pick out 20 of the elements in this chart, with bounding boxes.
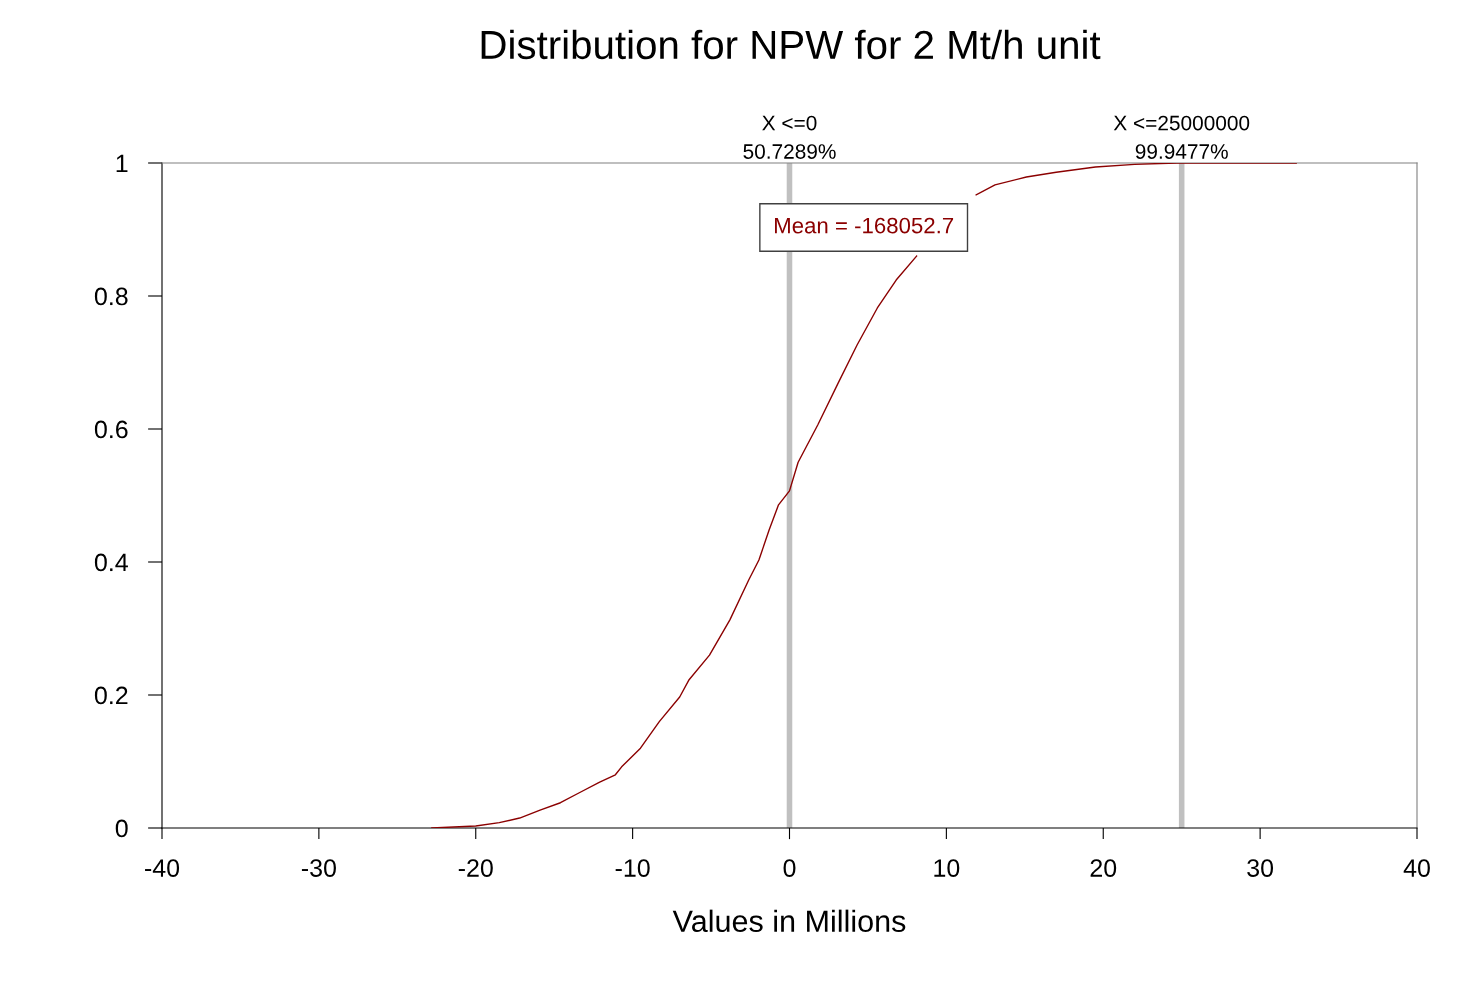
x-tick-label: -10 xyxy=(615,859,650,877)
x-tick-label: 30 xyxy=(1247,859,1274,877)
ref-line-label: X <=0 50.7289% xyxy=(743,115,836,159)
x-tick-label: -20 xyxy=(458,859,493,877)
x-tick-label: 10 xyxy=(934,859,960,877)
y-tick-label: 0.4 xyxy=(94,553,128,572)
x-tick-label: 20 xyxy=(1090,859,1117,877)
y-tick-label: 0.6 xyxy=(94,420,128,439)
ref-line-label: X <=25000000 99.9477% xyxy=(1113,115,1250,159)
x-tick-label: 0 xyxy=(783,859,796,877)
x-axis-title: Values in Millions xyxy=(672,909,906,933)
x-tick-label: -30 xyxy=(301,859,336,877)
chart-title: Distribution for NPW for 2 Mt/h unit xyxy=(481,29,1101,60)
y-tick-label: 0.8 xyxy=(94,287,128,306)
y-tick-label: 0.2 xyxy=(94,686,128,705)
y-tick-label: 0 xyxy=(115,819,128,838)
annotation: Mean = -168052.7 xyxy=(775,217,954,234)
x-tick-label: -40 xyxy=(145,859,180,877)
y-tick-label: 1 xyxy=(116,154,128,173)
x-tick-label: 40 xyxy=(1403,859,1430,877)
